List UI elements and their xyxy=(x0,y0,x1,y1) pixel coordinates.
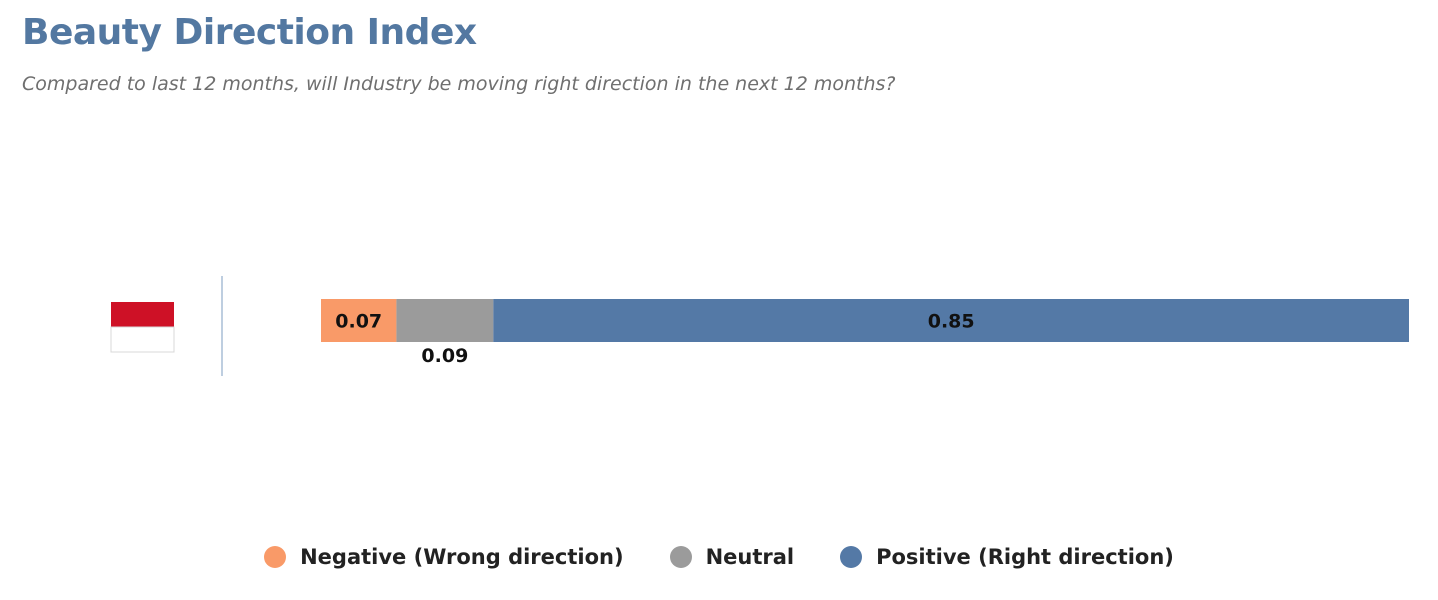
indonesia-flag-icon xyxy=(110,302,175,353)
legend-item-positive[interactable]: Positive (Right direction) xyxy=(840,545,1174,569)
legend-swatch-negative xyxy=(264,546,287,568)
data-label-negative: 0.07 xyxy=(335,311,382,333)
data-label-positive: 0.85 xyxy=(928,311,975,333)
legend-swatch-positive xyxy=(840,546,863,568)
legend: Negative (Wrong direction) Neutral Posit… xyxy=(0,545,1438,569)
bar-segment-negative[interactable] xyxy=(321,299,397,342)
chart-subtitle: Compared to last 12 months, will Industr… xyxy=(22,73,896,95)
flag-white-stripe xyxy=(110,326,175,353)
legend-item-neutral[interactable]: Neutral xyxy=(669,545,795,569)
legend-label-negative: Negative (Wrong direction) xyxy=(300,545,624,569)
legend-swatch-neutral xyxy=(669,546,692,568)
flag-red-stripe xyxy=(111,302,174,327)
chart-title: Beauty Direction Index xyxy=(22,12,477,53)
data-label-neutral: 0.09 xyxy=(421,345,468,367)
legend-item-negative[interactable]: Negative (Wrong direction) xyxy=(264,545,624,569)
legend-label-neutral: Neutral xyxy=(705,545,795,569)
bar-segment-positive[interactable] xyxy=(493,299,1409,342)
bar-segment-neutral[interactable] xyxy=(396,299,494,342)
legend-label-positive: Positive (Right direction) xyxy=(876,545,1174,569)
